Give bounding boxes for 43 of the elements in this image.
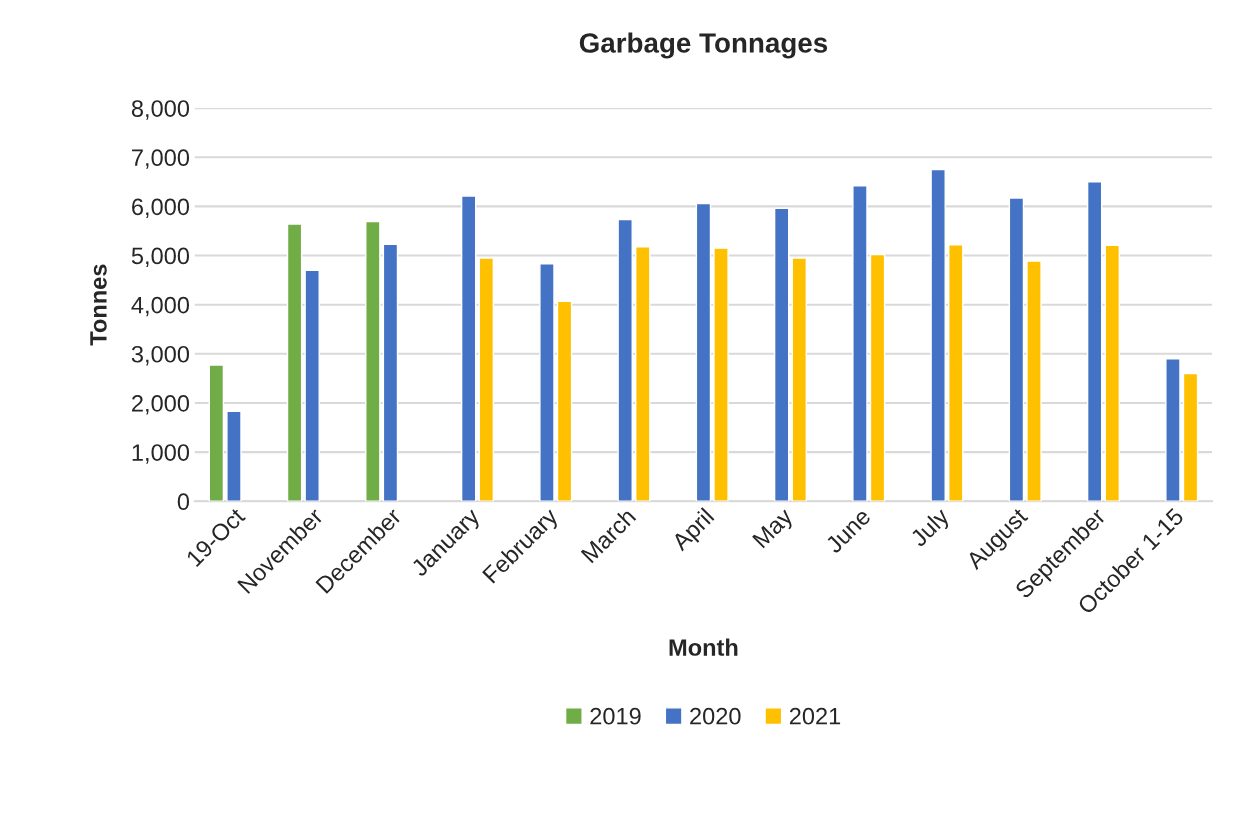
bar [382, 243, 399, 502]
legend-label: 2021 [789, 707, 841, 725]
y-tick-label: 3,000 [131, 345, 190, 366]
bar [791, 257, 808, 502]
y-tick-label: 5,000 [131, 247, 190, 268]
x-axis-title: Month [669, 638, 738, 656]
bar [773, 207, 790, 502]
y-tick-label: 6,000 [132, 198, 190, 218]
bar [635, 245, 651, 502]
x-tick-label: May [752, 506, 798, 552]
y-tick-label: 7,000 [132, 149, 190, 169]
bar [286, 223, 303, 502]
bar [1104, 244, 1121, 502]
bar [1165, 358, 1181, 502]
y-tick-label: 1,000 [132, 444, 190, 464]
bar [478, 257, 495, 502]
bar [1086, 181, 1103, 502]
bar [539, 263, 555, 502]
bar [1008, 197, 1025, 502]
chart-title: Garbage Tonnages [579, 32, 828, 59]
y-tick-label: 2,000 [132, 395, 190, 415]
bar [869, 253, 886, 502]
bar [930, 168, 946, 502]
bar [948, 244, 964, 502]
bar [208, 364, 225, 502]
bar [713, 247, 729, 502]
bar [365, 220, 381, 502]
bar [617, 218, 633, 502]
bar [304, 269, 320, 502]
legend-label: 2020 [690, 707, 741, 725]
bar [1182, 372, 1199, 502]
bar [226, 410, 242, 502]
bar [460, 195, 477, 502]
bar [852, 185, 868, 502]
bar [556, 300, 573, 502]
y-axis-title: Tonnes [90, 264, 107, 346]
y-tick-label: 0 [177, 493, 190, 511]
y-tick-label: 8,000 [131, 100, 190, 120]
bar [695, 202, 712, 502]
bar [1026, 260, 1042, 502]
x-tick-label: July [908, 506, 954, 552]
y-tick-label: 4,000 [131, 296, 190, 317]
legend-label: 2019 [590, 707, 641, 725]
